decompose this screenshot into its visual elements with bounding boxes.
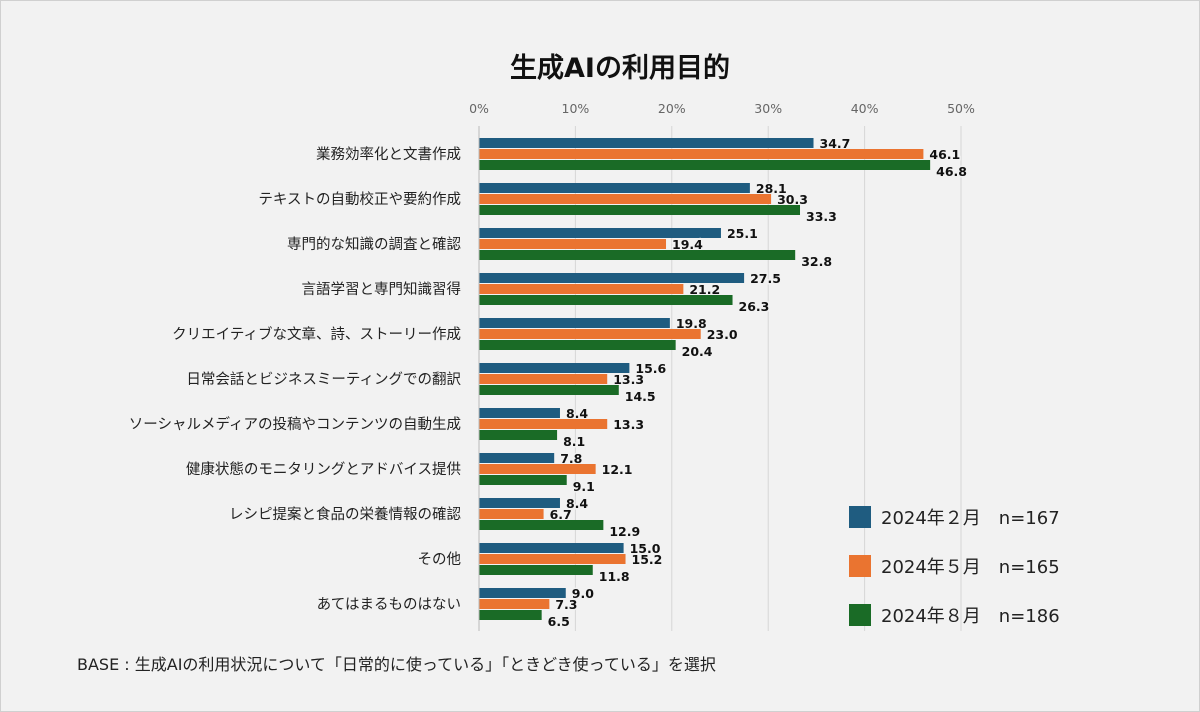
category-label: 日常会話とビジネスミーティングでの翻訳 [186, 371, 461, 388]
x-tick-label: 0% [469, 101, 489, 116]
data-label: 32.8 [801, 254, 832, 269]
bar [479, 543, 624, 553]
bar [479, 599, 550, 609]
category-label: 業務効率化と文書作成 [316, 146, 461, 163]
data-label: 7.3 [555, 597, 577, 612]
legend-swatch [849, 506, 871, 528]
data-label: 30.3 [777, 192, 808, 207]
data-label: 7.8 [560, 451, 582, 466]
data-label: 9.1 [573, 479, 595, 494]
category-label: その他 [418, 551, 462, 568]
bar [479, 475, 567, 485]
category-label: 健康状態のモニタリングとアドバイス提供 [186, 461, 461, 478]
data-label: 15.2 [632, 552, 663, 567]
data-label: 13.3 [613, 372, 644, 387]
data-label: 8.4 [566, 496, 588, 511]
data-label: 19.8 [676, 316, 707, 331]
x-tick-label: 40% [851, 101, 879, 116]
bar [479, 194, 772, 204]
data-label: 8.1 [563, 434, 585, 449]
x-tick-label: 20% [658, 101, 686, 116]
data-label: 6.7 [550, 507, 572, 522]
data-label: 26.3 [739, 299, 770, 314]
data-label: 28.1 [756, 181, 787, 196]
bar [479, 250, 796, 260]
bar [479, 588, 566, 598]
bar [479, 374, 608, 384]
bar [479, 565, 593, 575]
category-label: 言語学習と専門知識習得 [302, 281, 462, 298]
data-label: 46.8 [936, 164, 967, 179]
data-label: 8.4 [566, 406, 588, 421]
bar [479, 138, 814, 148]
data-label: 14.5 [625, 389, 656, 404]
data-label: 11.8 [599, 569, 630, 584]
bar [479, 160, 931, 170]
data-label: 21.2 [689, 282, 720, 297]
data-label: 15.0 [630, 541, 661, 556]
bar [479, 419, 608, 429]
bar [479, 228, 721, 238]
category-label: あてはまるものはない [317, 596, 461, 613]
category-label: ソーシャルメディアの投稿やコンテンツの自動生成 [129, 415, 461, 433]
category-label: クリエイティブな文章、詩、ストーリー作成 [172, 325, 461, 343]
bar [479, 295, 733, 305]
data-label: 12.1 [602, 462, 633, 477]
data-label: 6.5 [548, 614, 570, 629]
bar [479, 408, 560, 418]
bar [479, 149, 924, 159]
data-label: 25.1 [727, 226, 758, 241]
category-label: 専門的な知識の調査と確認 [287, 236, 461, 253]
bar [479, 340, 676, 350]
bar [479, 273, 745, 283]
data-label: 34.7 [820, 136, 851, 151]
bar [479, 430, 558, 440]
data-label: 20.4 [682, 344, 713, 359]
data-label: 46.1 [929, 147, 960, 162]
legend-label: 2024年５月 n=165 [881, 557, 1060, 578]
chart-title: 生成AIの利用目的 [510, 52, 730, 84]
bar [479, 509, 544, 519]
legend-swatch [849, 555, 871, 577]
bar [479, 554, 626, 564]
bar [479, 329, 701, 339]
category-label: レシピ提案と食品の栄養情報の確認 [229, 505, 461, 523]
x-tick-label: 30% [754, 101, 782, 116]
data-label: 19.4 [672, 237, 703, 252]
legend-label: 2024年８月 n=186 [881, 606, 1060, 627]
x-tick-label: 50% [947, 101, 975, 116]
data-label: 13.3 [613, 417, 644, 432]
bar [479, 610, 542, 620]
x-tick-label: 10% [562, 101, 590, 116]
legend-swatch [849, 604, 871, 626]
bar [479, 498, 560, 508]
data-label: 23.0 [707, 327, 738, 342]
data-label: 33.3 [806, 209, 837, 224]
bar [479, 363, 630, 373]
bar [479, 284, 684, 294]
category-label: テキストの自動校正や要約作成 [258, 191, 461, 208]
bar [479, 464, 596, 474]
data-label: 15.6 [635, 361, 666, 376]
bar [479, 520, 604, 530]
bar [479, 385, 619, 395]
bar [479, 183, 750, 193]
data-label: 9.0 [572, 586, 594, 601]
footnote: BASE : 生成AIの利用状況について「日常的に使っている」「ときどき使ってい… [77, 655, 716, 674]
data-label: 12.9 [609, 524, 640, 539]
bar [479, 318, 670, 328]
bar [479, 205, 801, 215]
bar [479, 453, 555, 463]
bar [479, 239, 667, 249]
data-label: 27.5 [750, 271, 781, 286]
legend-label: 2024年２月 n=167 [881, 508, 1060, 529]
